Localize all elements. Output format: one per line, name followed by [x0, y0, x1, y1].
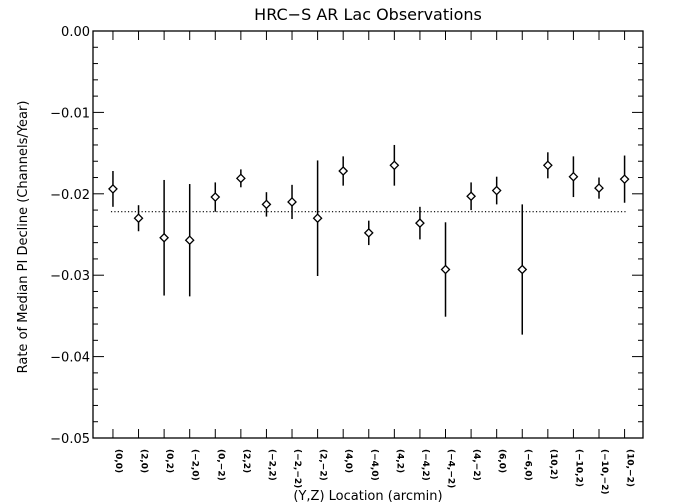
data-point: [184, 235, 195, 246]
x-tick-label: (−2,2): [266, 449, 276, 481]
x-tick-label: (4,0): [343, 449, 353, 473]
data-point: [108, 183, 118, 194]
data-point: [287, 197, 297, 207]
x-tick-label: (−4,−2): [446, 449, 456, 488]
data-point: [338, 166, 349, 176]
x-tick-label: (2,0): [139, 449, 149, 473]
data-point: [210, 192, 221, 202]
x-tick-label: (−10,−2): [599, 449, 609, 495]
data-marks: [108, 144, 630, 335]
data-point: [261, 199, 272, 210]
x-tick-label: (10,2): [548, 449, 558, 479]
chart-title: HRC−S AR Lac Observations: [254, 5, 482, 24]
x-tick-label: (−2,0): [190, 449, 200, 481]
x-tick-label: (4,−2): [471, 449, 481, 481]
x-tick-label: (2,−2): [318, 449, 328, 481]
data-point: [491, 185, 502, 196]
x-tick-label: (−10,2): [573, 449, 583, 487]
data-point: [517, 264, 528, 275]
y-tick-label: −0.03: [50, 269, 90, 284]
data-point: [594, 183, 604, 194]
x-tick-label: (−4,2): [420, 449, 430, 481]
y-tick-label: −0.02: [50, 188, 90, 203]
data-point: [619, 174, 630, 185]
data-point: [159, 232, 170, 243]
x-tick-label: (0,−2): [215, 449, 225, 481]
data-point: [235, 173, 246, 184]
data-point: [542, 160, 553, 171]
data-point: [312, 213, 323, 224]
axis-ticks: 0.00 −0.01 −0.02 −0.03 −0.04 −0.05 (0,0) (2,0) (…: [50, 25, 643, 495]
x-tick-label: (−2,−2): [292, 449, 302, 488]
x-tick-label: (2,2): [241, 449, 251, 473]
plot-frame: [92, 30, 644, 439]
x-tick-label: (6,0): [497, 449, 507, 473]
x-axis-label: (Y,Z) Location (arcmin): [293, 489, 442, 504]
data-point: [363, 227, 374, 238]
y-tick-label: −0.04: [50, 351, 90, 366]
x-tick-label: (−6,0): [522, 449, 532, 481]
x-tick-label: (0,0): [113, 449, 123, 473]
y-tick-label: 0.00: [61, 25, 90, 40]
x-tick-label: (10,−2): [625, 449, 635, 487]
data-point: [568, 171, 579, 182]
data-point: [133, 213, 144, 224]
y-axis-label: Rate of Median PI Decline (Channels/Year…: [16, 101, 31, 374]
x-tick-label: (−4,0): [369, 449, 379, 481]
x-tick-label: (4,2): [394, 449, 404, 473]
data-point: [466, 191, 477, 202]
y-tick-label: −0.05: [50, 432, 90, 447]
x-tick-label: (0,2): [164, 449, 174, 473]
y-tick-label: −0.01: [50, 106, 90, 121]
data-point: [389, 160, 400, 171]
data-point: [440, 264, 451, 275]
data-point: [415, 218, 425, 229]
